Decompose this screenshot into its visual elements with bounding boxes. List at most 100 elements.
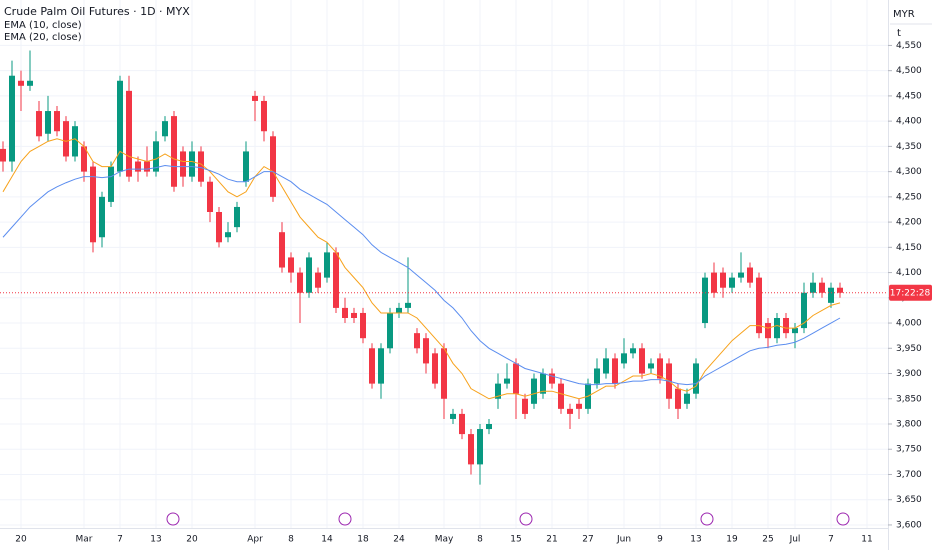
x-tick-label: 7	[828, 535, 834, 545]
candle-body	[18, 80, 24, 86]
x-tick-label: Apr	[247, 535, 263, 545]
candle-body	[594, 368, 600, 384]
currency-label[interactable]: MYR	[893, 9, 915, 20]
candle-body	[477, 429, 483, 465]
candle-body	[99, 196, 105, 238]
candle-body	[621, 353, 627, 364]
x-tick-label: 25	[762, 535, 773, 545]
x-tick-label: 19	[726, 535, 738, 545]
ema-line	[2, 138, 841, 400]
candle-body	[720, 272, 726, 288]
candle-body	[54, 111, 60, 132]
y-tick-label: 4,550	[896, 41, 922, 51]
candle-body	[36, 111, 42, 137]
ema-line	[2, 165, 841, 386]
candle-body	[468, 434, 474, 465]
x-tick-label: 13	[150, 535, 161, 545]
candle-body	[261, 100, 267, 132]
event-icon[interactable]	[519, 512, 533, 526]
candle-body	[369, 348, 375, 384]
candle-body	[765, 323, 771, 339]
candle-body	[189, 151, 195, 177]
x-tick-label: 8	[477, 535, 483, 545]
candle-body	[81, 146, 87, 172]
candle-body	[180, 151, 186, 177]
candle-body	[351, 312, 357, 318]
candle-body	[567, 408, 573, 414]
candle-body	[342, 307, 348, 318]
candle-body	[234, 206, 240, 228]
candle-body	[801, 292, 807, 329]
candle-body	[279, 232, 285, 268]
event-icon[interactable]	[166, 512, 180, 526]
candle-body	[675, 388, 681, 409]
candle-body	[441, 348, 447, 399]
candle-body	[450, 413, 456, 419]
candle-body	[108, 166, 114, 202]
x-tick-label: 27	[582, 535, 593, 545]
x-tick-label: 8	[288, 535, 294, 545]
y-tick-label: 3,600	[896, 520, 922, 530]
candle-body	[270, 136, 276, 197]
candle-body	[738, 272, 744, 278]
x-tick-label: 18	[357, 535, 369, 545]
y-tick-label: 3,650	[896, 495, 922, 505]
candle-body	[207, 181, 213, 212]
y-tick-label: 3,850	[896, 394, 922, 404]
candle-body	[126, 90, 132, 177]
candle-body	[216, 212, 222, 243]
x-tick-label: Jul	[789, 535, 801, 545]
y-tick-label: 4,100	[896, 268, 922, 278]
candle-body	[783, 318, 789, 334]
candle-body	[252, 95, 258, 101]
chart-title: Crude Palm Oil Futures · 1D · MYX	[4, 5, 190, 18]
candle-body	[549, 373, 555, 384]
candle-body	[648, 363, 654, 369]
y-tick-label: 3,900	[896, 369, 922, 379]
event-icon[interactable]	[338, 512, 352, 526]
y-tick-label: 3,950	[896, 344, 922, 354]
event-icon[interactable]	[836, 512, 850, 526]
price-label-box	[889, 284, 932, 301]
candle-body	[756, 277, 762, 334]
candle-body	[612, 358, 618, 384]
y-tick-label: 4,300	[896, 167, 922, 177]
candle-body	[657, 358, 663, 379]
candle-body	[324, 252, 330, 278]
candle-body	[198, 151, 204, 182]
legend-entry[interactable]: EMA (20, close)	[4, 32, 82, 43]
candle-body	[513, 363, 519, 394]
candle-body	[702, 277, 708, 324]
y-tick-label: 4,450	[896, 91, 922, 101]
candle-body	[684, 393, 690, 404]
y-tick-label: 4,250	[896, 192, 922, 202]
y-tick-label: 4,000	[896, 319, 922, 329]
candle-body	[630, 348, 636, 354]
candle-body	[135, 161, 141, 172]
x-tick-label: 9	[657, 535, 663, 545]
candle-body	[810, 282, 816, 293]
unit-button[interactable]: t	[897, 28, 901, 39]
candle-body	[0, 148, 6, 162]
x-tick-label: 20	[186, 535, 198, 545]
x-tick-label: 13	[690, 535, 701, 545]
candle-body	[576, 403, 582, 409]
candle-body	[45, 111, 51, 134]
candle-body	[63, 121, 69, 157]
x-tick-label: 15	[510, 535, 521, 545]
candle-body	[72, 126, 78, 157]
candle-body	[414, 333, 420, 349]
event-icon[interactable]	[700, 512, 714, 526]
candle-body	[459, 413, 465, 435]
candle-body	[558, 383, 564, 409]
candle-body	[360, 312, 366, 339]
y-tick-label: 3,750	[896, 445, 922, 455]
y-tick-label: 4,350	[896, 142, 922, 152]
candle-body	[333, 252, 339, 308]
candle-body	[288, 257, 294, 273]
legend-entry[interactable]: EMA (10, close)	[4, 20, 82, 31]
x-tick-label: 7	[117, 535, 123, 545]
candle-body	[792, 328, 798, 334]
countdown: 17:22:28	[890, 288, 931, 298]
candle-body	[828, 287, 834, 303]
